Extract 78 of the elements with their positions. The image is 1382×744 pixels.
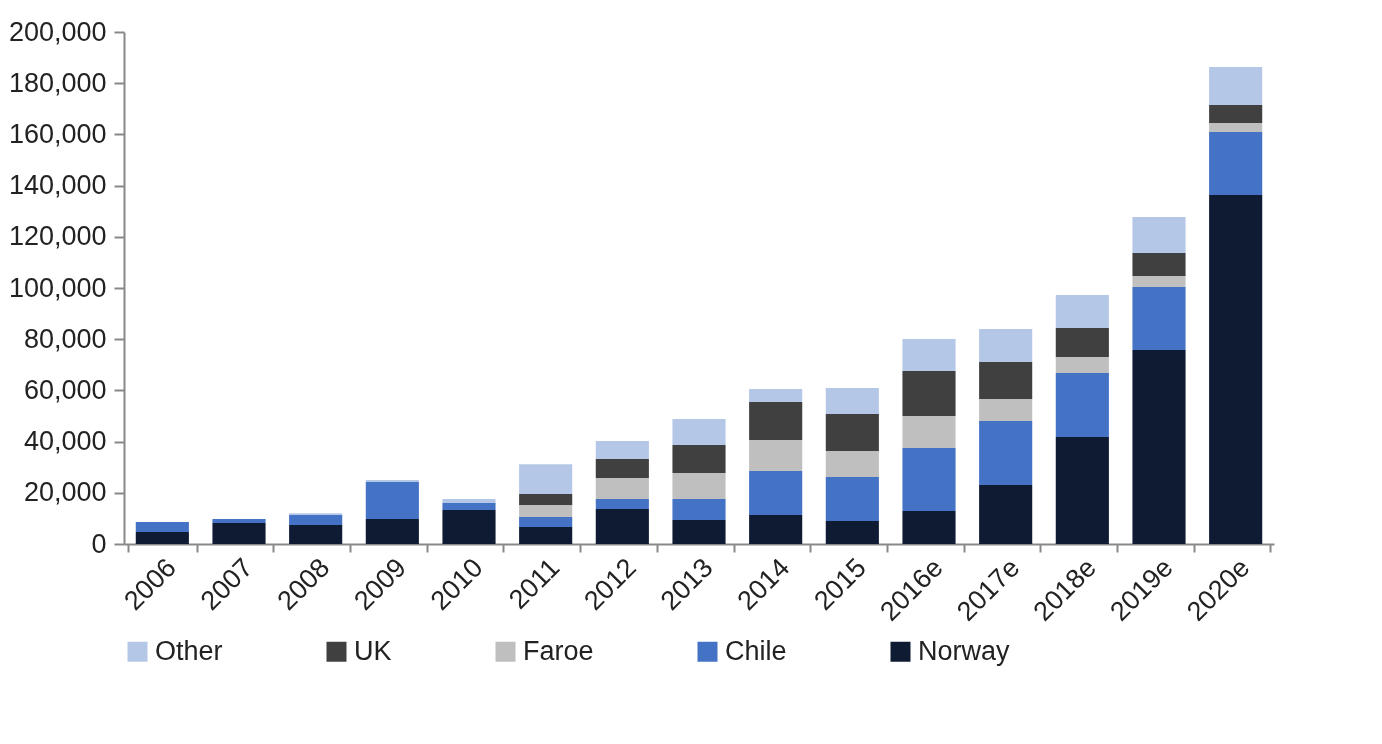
bar <box>825 388 879 414</box>
bar <box>749 401 803 441</box>
bar <box>212 518 266 524</box>
y-tick-label: 60,000 <box>23 374 107 405</box>
bar <box>1055 327 1109 358</box>
bar <box>979 328 1033 362</box>
bar <box>212 523 266 544</box>
bar <box>289 515 343 526</box>
bar <box>519 494 573 506</box>
bar <box>289 525 343 544</box>
bar <box>1055 436 1109 544</box>
bar <box>902 370 956 416</box>
y-tick-label: 80,000 <box>23 323 107 354</box>
bar <box>749 440 803 472</box>
bar <box>825 520 879 544</box>
y-tick-label: 200,000 <box>8 16 107 47</box>
bar <box>672 473 726 499</box>
legend-label: Other <box>155 635 223 666</box>
bar <box>1209 104 1263 123</box>
bar <box>1209 195 1263 544</box>
bar <box>749 471 803 516</box>
y-tick-label: 0 <box>91 528 107 559</box>
y-tick-label: 100,000 <box>8 272 107 303</box>
bar <box>1209 132 1263 196</box>
bar <box>595 498 649 509</box>
bar <box>902 448 956 511</box>
y-tick-label: 160,000 <box>8 118 107 149</box>
bar <box>825 476 879 521</box>
bar <box>365 518 419 544</box>
bar <box>1209 67 1263 105</box>
bar <box>365 480 419 483</box>
bar <box>902 416 956 448</box>
bar <box>1055 372 1109 437</box>
bar <box>595 459 649 478</box>
y-tick-label: 180,000 <box>8 67 107 98</box>
bar <box>1055 357 1109 373</box>
bar <box>442 498 496 504</box>
legend-label: Faroe <box>523 635 594 666</box>
bar <box>135 531 189 544</box>
legend-label: Chile <box>725 635 787 666</box>
y-tick-label: 120,000 <box>8 221 107 252</box>
bar <box>672 444 726 474</box>
bar <box>519 517 573 528</box>
bar <box>135 521 189 532</box>
bar <box>902 510 956 544</box>
bar <box>825 413 879 452</box>
bar <box>365 482 419 519</box>
legend-label: UK <box>354 635 392 666</box>
bar <box>1132 349 1186 544</box>
bar <box>672 498 726 520</box>
bar <box>672 519 726 544</box>
bar <box>519 464 573 495</box>
bar <box>979 399 1033 422</box>
bar <box>1132 252 1186 276</box>
bar <box>595 508 649 544</box>
legend-label: Norway <box>918 635 1011 666</box>
bar <box>749 515 803 544</box>
y-tick-label: 140,000 <box>8 170 107 201</box>
bar <box>672 419 726 445</box>
bar <box>595 441 649 460</box>
bar <box>1209 122 1263 133</box>
bar <box>442 503 496 510</box>
bar <box>979 361 1033 400</box>
bar <box>979 421 1033 486</box>
bar <box>519 505 573 518</box>
bar <box>1132 286 1186 350</box>
y-tick-label: 40,000 <box>23 426 107 457</box>
bar <box>595 477 649 499</box>
y-tick-label: 20,000 <box>23 477 107 508</box>
bar <box>1132 275 1186 287</box>
bar <box>979 485 1033 544</box>
bar <box>1055 294 1109 328</box>
bar <box>442 509 496 544</box>
bar <box>1132 217 1186 253</box>
bar <box>825 451 879 477</box>
bar <box>902 338 956 371</box>
bar <box>749 389 803 402</box>
bar <box>519 527 573 544</box>
